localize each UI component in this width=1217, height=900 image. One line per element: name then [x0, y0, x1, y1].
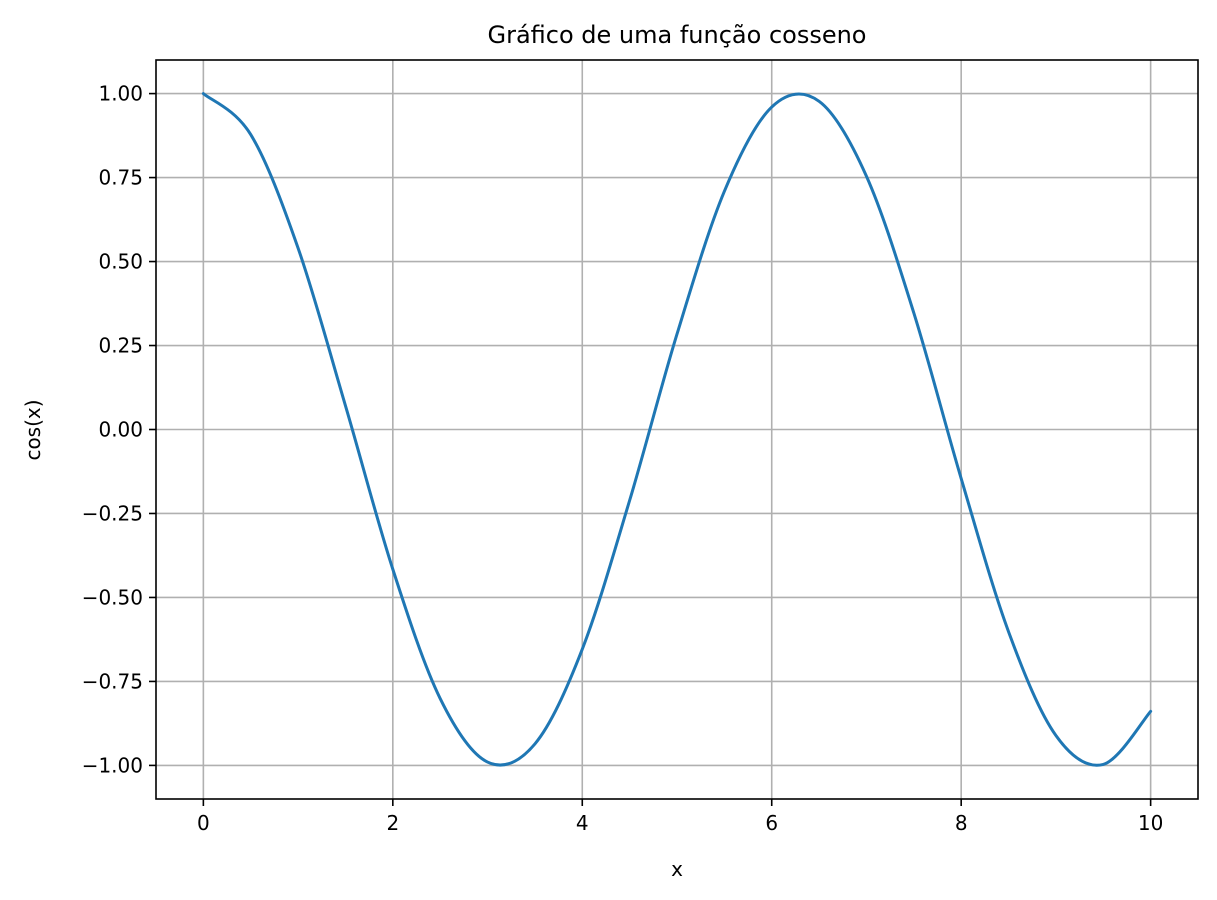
x-tick-label: 4: [576, 811, 589, 835]
x-axis-label: x: [671, 857, 683, 881]
x-tick-label: 2: [386, 811, 399, 835]
axes-ticks: 0 2 4 6 8 10 1.00 0.75 0.50 0.25 0.00 −0.25 −0.50 −0.…: [82, 82, 1164, 835]
cosine-series-line: [201, 92, 1153, 767]
x-tick-label: 10: [1138, 811, 1163, 835]
x-tick-label: 6: [765, 811, 778, 835]
y-tick-label: 0.50: [98, 250, 143, 274]
y-tick-label: 1.00: [98, 82, 143, 106]
x-tick-label: 0: [197, 811, 210, 835]
y-tick-label: −0.50: [82, 585, 143, 609]
y-tick-label: 0.25: [98, 334, 143, 358]
series-layer: [201, 92, 1153, 767]
y-tick-label: 0.00: [98, 418, 143, 442]
x-tick-label: 8: [955, 811, 968, 835]
y-tick-label: −0.25: [82, 501, 143, 525]
y-tick-label: −1.00: [82, 753, 143, 777]
grid: [156, 60, 1198, 799]
y-tick-label: −0.75: [82, 669, 143, 693]
y-axis-label: cos(x): [21, 399, 45, 460]
y-tick-label: 0.75: [98, 166, 143, 190]
chart-title: Gráfico de uma função cosseno: [488, 21, 867, 49]
